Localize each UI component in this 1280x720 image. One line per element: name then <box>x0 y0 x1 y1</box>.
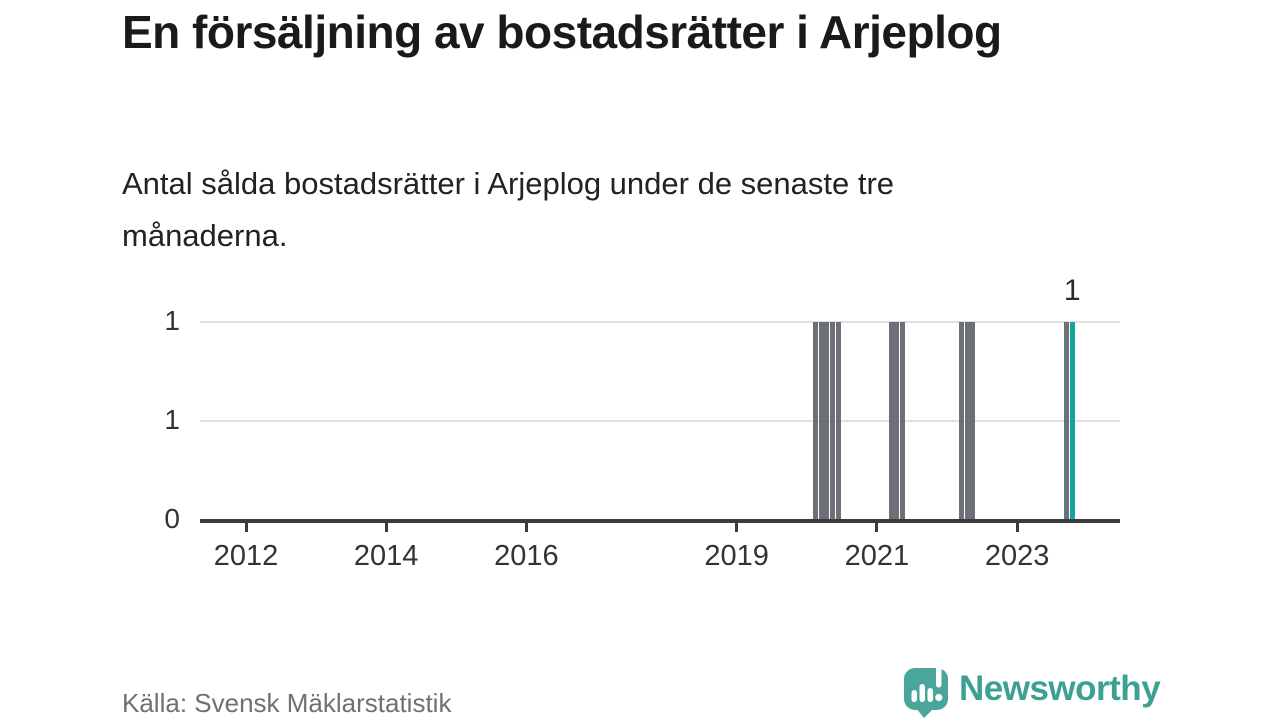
bar-2021-03 <box>888 322 894 520</box>
bar-2022-03 <box>958 322 964 520</box>
x-tick <box>524 523 528 532</box>
x-axis-line <box>200 519 1120 523</box>
bar-2023-10 <box>1069 322 1075 520</box>
x-tick-label: 2019 <box>704 540 769 572</box>
bar-2022-05 <box>970 322 976 520</box>
gridline <box>200 420 1120 422</box>
bar-2023-09 <box>1063 322 1069 520</box>
x-tick <box>384 523 388 532</box>
bar-2020-05 <box>830 322 836 520</box>
source-note: Källa: Svensk Mäklarstatistik <box>122 688 452 718</box>
bar-2022-04 <box>964 322 970 520</box>
x-tick-label: 2014 <box>353 540 419 572</box>
x-tick <box>1015 523 1019 532</box>
bar-2020-04 <box>824 322 830 520</box>
bar-2021-04 <box>894 322 900 520</box>
brand-logo: Newsworthy <box>903 660 1161 718</box>
y-tick-label: 1 <box>164 305 180 336</box>
bar-2020-02 <box>812 322 818 520</box>
newsworthy-logo-text: Newsworthy <box>959 669 1161 708</box>
newsworthy-pin-barchart-icon <box>904 663 948 718</box>
x-tick-label: 2012 <box>213 540 279 572</box>
x-tick-label: 2016 <box>494 540 559 572</box>
bar-2021-05 <box>900 322 906 520</box>
x-tick <box>875 523 879 532</box>
y-tick-label: 0 <box>164 503 180 534</box>
gridline <box>200 321 1120 323</box>
chart-title: En försäljning av bostadsrätter i Arjepl… <box>122 6 1002 58</box>
x-tick <box>244 523 248 532</box>
y-tick-label: 1 <box>164 404 180 435</box>
bar-2020-06 <box>836 322 841 520</box>
x-tick-label: 2023 <box>984 540 1050 572</box>
x-tick <box>735 523 739 532</box>
bar-value-label: 1 <box>1063 274 1081 307</box>
x-tick-label: 2021 <box>844 540 910 572</box>
bar-2020-03 <box>818 322 824 520</box>
chart-subtitle: Antal sålda bostadsrätter i Arjeplog und… <box>122 166 895 253</box>
